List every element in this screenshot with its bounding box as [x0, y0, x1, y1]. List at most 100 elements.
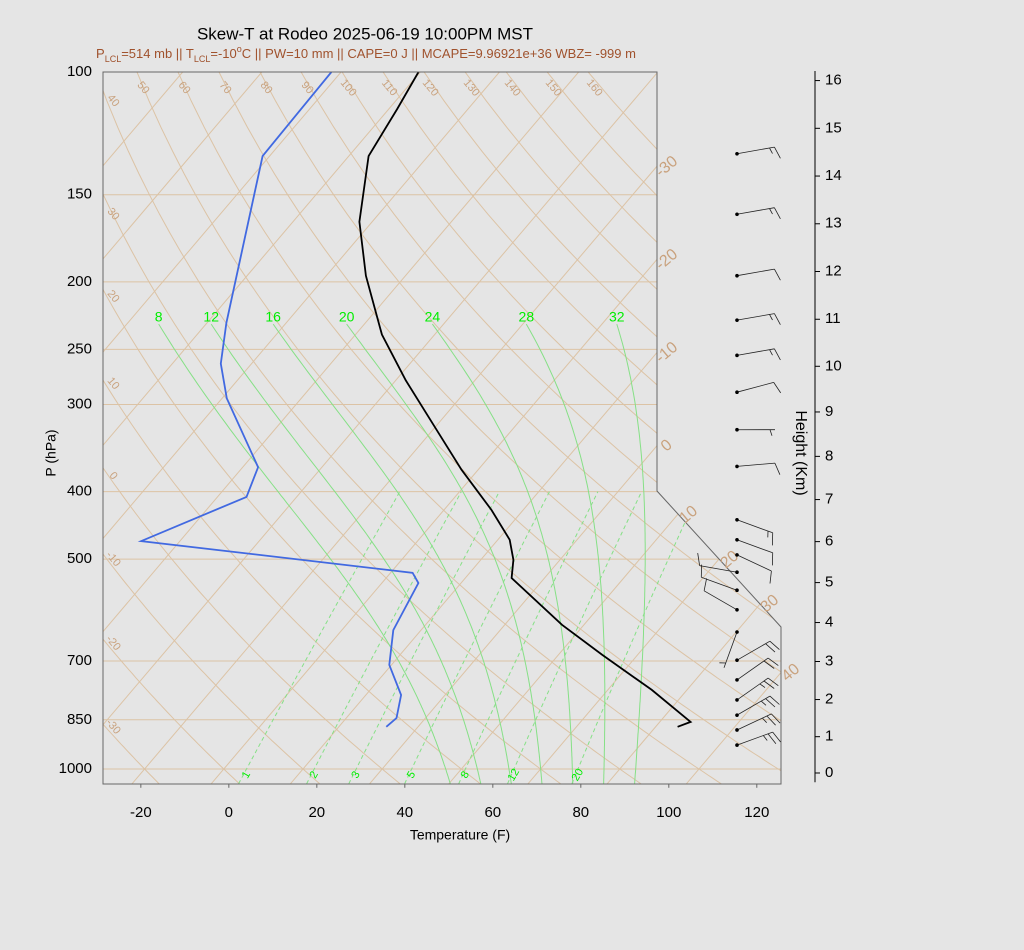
- dry-adiabat-label: 30: [105, 206, 122, 223]
- isotherm-line: [606, 72, 781, 784]
- dry-adiabat-label: 160: [584, 77, 605, 99]
- isotherm-line: [103, 72, 500, 784]
- x-tick-label: 20: [308, 804, 325, 821]
- mixing-ratio-label: 3: [349, 769, 362, 780]
- wind-barb: [736, 462, 781, 475]
- y-axis-label: P (hPa): [43, 429, 59, 476]
- dry-adiabat-label: 140: [502, 77, 523, 99]
- wind-level-dot: [735, 151, 739, 156]
- moist-adiabat: [525, 323, 606, 784]
- dry-adiabat-label: 130: [461, 77, 482, 99]
- moist-adiabat-label: 24: [425, 309, 441, 325]
- wind-level-dot: [735, 517, 739, 522]
- dry-adiabat: [103, 72, 561, 784]
- wind-barb: [736, 146, 781, 159]
- y2-tick-label: 6: [825, 533, 833, 550]
- y-tick-label: 100: [67, 63, 92, 80]
- dry-adiabat: [103, 72, 321, 784]
- isotherm-line: [210, 72, 781, 784]
- chart-subtitle: PLCL=514 mb || TLCL=-10oC || PW=10 mm ||…: [96, 44, 636, 64]
- wind-barb: [700, 564, 738, 591]
- y-tick-label: 150: [67, 186, 92, 203]
- wind-barb: [736, 268, 781, 281]
- mixing-ratio-line: [404, 491, 550, 784]
- wind-barb: [736, 677, 779, 701]
- y-tick-label: 250: [67, 340, 92, 357]
- dry-adiabat-label: 0: [107, 470, 120, 482]
- moist-adiabat: [431, 323, 574, 784]
- x-tick-label: -20: [130, 804, 152, 821]
- wind-level-dot: [735, 464, 739, 469]
- x-tick-label: 120: [744, 804, 769, 821]
- plot-curves: [137, 72, 700, 784]
- wind-barb: [703, 578, 738, 611]
- dry-adiabat-label: 40: [105, 92, 122, 109]
- wind-barb: [736, 313, 781, 325]
- dry-adiabat-label: -10: [103, 549, 122, 569]
- moist-adiabat-label: 20: [339, 309, 355, 325]
- sounding-line: [137, 72, 420, 728]
- wind-level-dot: [735, 212, 739, 217]
- mixing-ratio-line: [571, 491, 700, 784]
- dry-adiabat-label: 60: [176, 79, 193, 96]
- subtitle-part: o: [237, 44, 242, 54]
- y-tick-label: 1000: [59, 760, 92, 777]
- x-tick-label: 100: [656, 804, 681, 821]
- mixing-ratio-line: [238, 491, 401, 784]
- dry-adiabat-label: 10: [105, 375, 122, 392]
- x-tick-label: 0: [225, 804, 233, 821]
- isotherm-label: 40: [779, 660, 804, 685]
- y-tick-label: 850: [67, 711, 92, 728]
- wind-barb: [736, 539, 774, 566]
- moist-adiabat: [346, 323, 543, 784]
- moist-adiabat: [210, 323, 482, 784]
- isotherm-label: 20: [717, 547, 742, 572]
- moist-adiabat: [616, 323, 646, 784]
- wind-level-dot: [735, 570, 739, 575]
- wind-barb: [736, 657, 779, 681]
- dry-adiabat: [300, 72, 781, 784]
- dry-adiabat: [464, 72, 781, 784]
- dry-adiabat-label: 100: [338, 77, 359, 99]
- isotherm-line: [103, 72, 421, 784]
- y2-axis-label: Height (Km): [792, 410, 809, 495]
- mixing-ratio-label: 1: [240, 769, 253, 780]
- wind-barb: [736, 713, 781, 731]
- isotherm-line: [103, 72, 104, 784]
- dry-adiabat-label: 70: [217, 79, 234, 96]
- subtitle-part: LCL: [194, 54, 211, 64]
- y2-tick-label: 7: [825, 491, 833, 508]
- chart-title: Skew-T at Rodeo 2025-06-19 10:00PM MST: [197, 24, 533, 43]
- wind-level-dot: [735, 273, 739, 278]
- wind-level-dot: [735, 538, 739, 542]
- y2-tick-label: 11: [825, 310, 841, 327]
- y2-tick-label: 4: [825, 614, 833, 631]
- mixing-ratio-label: 2: [307, 769, 320, 780]
- moist-adiabat-label: 28: [519, 309, 535, 325]
- y2-tick-label: 5: [825, 574, 833, 591]
- y-tick-label: 500: [67, 550, 92, 567]
- plot-frame: [102, 71, 782, 785]
- wind-level-dot: [735, 658, 739, 662]
- wind-barb: [736, 207, 781, 219]
- wind-level-dot: [735, 678, 739, 682]
- mixing-ratio-line: [348, 491, 500, 784]
- y2-tick-label: 3: [825, 652, 833, 669]
- isotherm-line: [103, 72, 580, 784]
- isotherm-line: [527, 72, 781, 784]
- subtitle-part: LCL: [105, 54, 122, 64]
- plot-grid: [103, 72, 781, 784]
- dry-adiabat-label: 50: [135, 79, 152, 96]
- isotherm-line: [103, 72, 659, 784]
- y2-tick-label: 10: [825, 357, 842, 374]
- mixing-ratio-label: 5: [405, 769, 418, 780]
- dry-adiabat: [505, 72, 781, 784]
- wind-barb: [736, 348, 781, 361]
- y2-tick-label: 14: [825, 167, 842, 184]
- isotherm-line: [369, 72, 781, 784]
- x-axis-label: Temperature (F): [410, 827, 510, 843]
- wind-barb: [736, 554, 772, 584]
- wind-barb: [719, 631, 738, 668]
- y2-tick-label: 2: [825, 691, 833, 708]
